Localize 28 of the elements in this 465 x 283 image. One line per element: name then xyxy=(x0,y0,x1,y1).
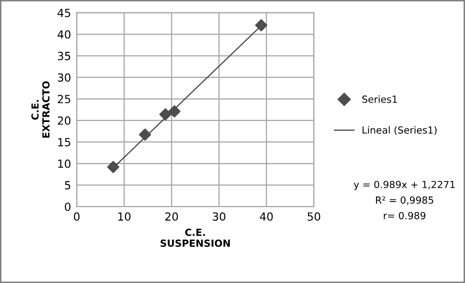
y-tick-label: 45 xyxy=(58,8,70,18)
x-tick-label: 0 xyxy=(74,212,80,221)
legend-label: Series1 xyxy=(362,95,397,103)
point xyxy=(107,160,120,174)
text: y = 0.989x + 1,2271 xyxy=(354,180,455,190)
y-tick-label: 35 xyxy=(58,52,70,60)
y-tick-label: 0 xyxy=(64,202,70,211)
x-tick-label: 30 xyxy=(212,212,226,221)
point xyxy=(138,128,152,141)
y-tick-label: 25 xyxy=(58,94,70,104)
point xyxy=(168,105,181,118)
point xyxy=(159,108,172,120)
y-axis-title: C.E. EXTRACTO xyxy=(31,81,50,138)
y-tick-label: 15 xyxy=(58,138,70,146)
y-tick-label: 20 xyxy=(58,116,70,125)
x-tick-label: 10 xyxy=(118,212,130,221)
text: r= 0.989 xyxy=(384,212,426,220)
x-tick-label: 40 xyxy=(260,212,273,221)
y-tick-label: 40 xyxy=(58,30,70,39)
y-tick-label: 5 xyxy=(64,181,70,190)
x-axis-title: C.E. SUSPENSION xyxy=(160,228,230,247)
x-tick-label: 20 xyxy=(165,212,178,221)
legend-label: Lineal (Series1) xyxy=(362,126,437,135)
y-tick-label: 10 xyxy=(58,159,70,168)
y-tick-label: 30 xyxy=(58,73,70,82)
point xyxy=(255,19,268,32)
x-tick-label: 50 xyxy=(308,212,320,221)
text: R² = 0,9985 xyxy=(376,196,434,205)
